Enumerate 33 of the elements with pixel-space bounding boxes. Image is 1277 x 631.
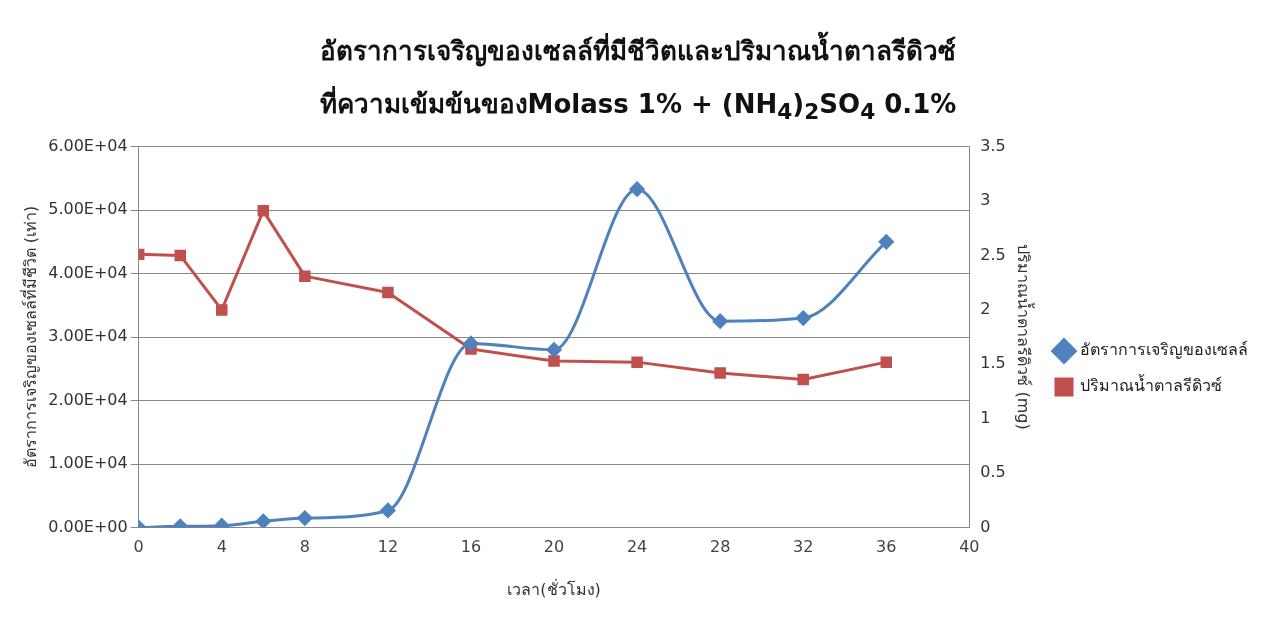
chart-subtitle: ที่ความเข้มข้นของMolass 1% + (NH$_{4}$)$_{2}$SO$_{4}$ 0.1% [318, 85, 958, 125]
y-axis-title: อัตราการเจริญของเซลล์ที่มีชีวิต (เท่า) [18, 206, 40, 469]
legend-label: อัตราการเจริญของเซลล์ [1080, 340, 1248, 360]
y-tick-label: 2.00E+04 [48, 389, 128, 409]
x-tick-label: 32 [793, 537, 814, 557]
x-tick-label: 12 [377, 537, 399, 557]
y-tick-label: 4.00E+04 [48, 262, 128, 282]
x-tick-label: 16 [460, 537, 482, 557]
y2-tick-label: 2 [980, 299, 991, 319]
x-tick-label: 8 [299, 537, 310, 557]
y-tick-label: 5.00E+04 [48, 199, 128, 219]
y2-tick-label: 1.5 [980, 353, 1006, 373]
y2-axis-title: ปริมาณน้ำตาลรีดิวซ์ (mg) [1014, 244, 1036, 430]
y2-tick-label: 0 [980, 516, 991, 536]
legend-label: ปริมาณน้ำตาลรีดิวซ์ [1080, 374, 1222, 396]
chart-title: อัตราการเจริญของเซลล์ที่มีชีวิตและปริมาณน้ำตาลรีดิวซ์ [319, 30, 957, 69]
y2-tick-label: 1 [980, 408, 991, 428]
y2-tick-label: 3 [980, 190, 991, 210]
x-tick-label: 36 [876, 537, 897, 557]
y2-tick-label: 2.5 [980, 244, 1006, 264]
x-tick-label: 24 [626, 537, 648, 557]
x-tick-label: 20 [543, 537, 565, 557]
x-tick-label: 40 [959, 537, 980, 557]
x-tick-label: 4 [216, 537, 227, 557]
y2-tick-label: 0.5 [980, 462, 1006, 482]
y-tick-label: 0.00E+00 [48, 516, 128, 536]
y2-tick-label: 3.5 [980, 135, 1006, 155]
y-tick-label: 6.00E+04 [48, 135, 128, 155]
x-tick-label: 0 [133, 537, 144, 557]
y-tick-label: 3.00E+04 [48, 326, 128, 346]
y-tick-label: 1.00E+04 [48, 453, 128, 473]
x-tick-label: 28 [709, 537, 731, 557]
x-axis-title: เวลา(ชั่วโมง) [507, 577, 601, 599]
